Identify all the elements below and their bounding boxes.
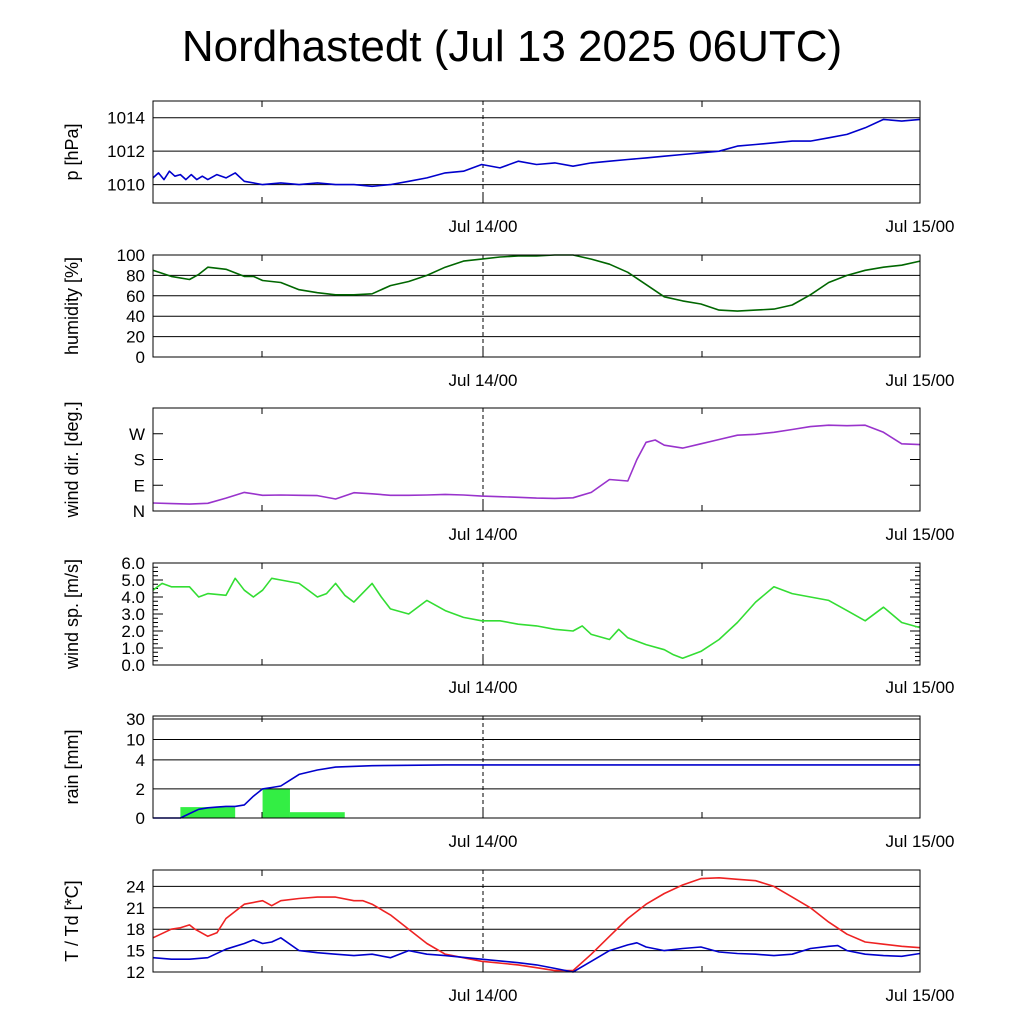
ytick-label-6: 6.0 — [121, 554, 145, 573]
ytick-label-4: 24 — [126, 877, 145, 896]
xtick-label-0: Jul 14/00 — [449, 986, 518, 1005]
ytick-label-1: 1012 — [107, 142, 145, 161]
xtick-label-1: Jul 15/00 — [886, 832, 955, 851]
rain-bar-0 — [180, 807, 236, 818]
xtick-label-0: Jul 14/00 — [449, 832, 518, 851]
rain-bar-2 — [289, 812, 345, 818]
ytick-label-4: 4.0 — [121, 588, 145, 607]
ytick-label-2: 18 — [126, 920, 145, 939]
series-line-0 — [152, 876, 921, 972]
ytick-label-3: 60 — [126, 287, 145, 306]
ytick-label-3: W — [129, 425, 145, 444]
ytick-label-2: 4 — [136, 751, 145, 770]
panel-3: 0.01.02.03.04.05.06.0 Jul 14/00 Jul 15/00 w… — [62, 554, 955, 697]
xtick-label-1: Jul 15/00 — [886, 986, 955, 1005]
ytick-label-1: 20 — [126, 328, 145, 347]
xtick-label-0: Jul 14/00 — [449, 525, 518, 544]
ytick-label-1: E — [134, 476, 145, 495]
ylabel: p [hPa] — [62, 123, 82, 180]
chart-title: Nordhastedt (Jul 13 2025 06UTC) — [181, 22, 843, 71]
panel-frame — [152, 407, 921, 512]
ytick-label-3: 10 — [126, 730, 145, 749]
ytick-label-0: 0.0 — [121, 656, 145, 675]
ytick-label-0: 12 — [126, 963, 145, 982]
panel-frame — [152, 100, 921, 204]
ytick-label-2: S — [134, 451, 145, 470]
ylabel: wind sp. [m/s] — [62, 559, 82, 670]
ytick-label-0: N — [133, 502, 145, 521]
xtick-label-1: Jul 15/00 — [886, 217, 955, 236]
panel-frame — [152, 562, 921, 666]
ytick-label-4: 30 — [126, 710, 145, 729]
ytick-label-1: 15 — [126, 942, 145, 961]
ytick-label-5: 5.0 — [121, 571, 145, 590]
ytick-label-0: 0 — [136, 348, 145, 367]
series-line-0 — [152, 254, 921, 312]
series-line-0 — [152, 118, 921, 188]
xtick-label-1: Jul 15/00 — [886, 371, 955, 390]
ytick-label-3: 21 — [126, 899, 145, 918]
series-line-1 — [152, 936, 921, 973]
panel-frame — [152, 254, 921, 358]
ytick-label-2: 1014 — [107, 109, 145, 128]
xtick-label-1: Jul 15/00 — [886, 678, 955, 697]
rain-bar-1 — [262, 788, 290, 818]
panel-frame — [152, 869, 921, 973]
ytick-label-1: 2 — [136, 780, 145, 799]
ylabel: rain [mm] — [62, 729, 82, 804]
ytick-label-3: 3.0 — [121, 605, 145, 624]
ytick-label-1: 1.0 — [121, 639, 145, 658]
ytick-label-0: 1010 — [107, 176, 145, 195]
ytick-label-0: 0 — [136, 809, 145, 828]
ytick-label-2: 40 — [126, 307, 145, 326]
panel-frame — [152, 715, 921, 819]
xtick-label-1: Jul 15/00 — [886, 525, 955, 544]
ytick-label-4: 80 — [126, 266, 145, 285]
panel-0: 1010 1012 1014 Jul 14/00 Jul 15/00 p [hPa] — [62, 100, 955, 236]
series-line-0 — [152, 577, 921, 660]
ytick-label-5: 100 — [117, 246, 145, 265]
ylabel: humidity [%] — [62, 257, 82, 355]
series-line-0 — [153, 764, 920, 819]
panel-5: 12 15 18 21 24 Jul 14/00 Jul 15/00 T / Td [*C] — [62, 869, 955, 1005]
ylabel: T / Td [*C] — [62, 880, 82, 961]
ylabel: wind dir. [deg.] — [62, 401, 82, 518]
ytick-label-2: 2.0 — [121, 622, 145, 641]
xtick-label-0: Jul 14/00 — [449, 678, 518, 697]
xtick-label-0: Jul 14/00 — [449, 371, 518, 390]
xtick-label-0: Jul 14/00 — [449, 217, 518, 236]
series-line-0 — [152, 424, 921, 505]
